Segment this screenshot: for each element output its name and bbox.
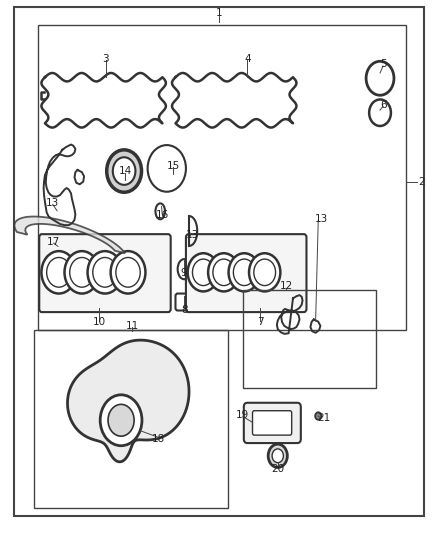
Text: 8: 8 — [181, 305, 187, 315]
Circle shape — [116, 257, 140, 287]
Circle shape — [249, 253, 280, 292]
Polygon shape — [14, 216, 125, 253]
FancyBboxPatch shape — [39, 234, 171, 312]
Text: 21: 21 — [317, 413, 330, 423]
Text: 19: 19 — [237, 410, 250, 420]
Text: 15: 15 — [167, 161, 180, 171]
FancyBboxPatch shape — [244, 403, 301, 443]
Polygon shape — [67, 340, 189, 462]
Text: 4: 4 — [244, 54, 251, 63]
Circle shape — [187, 253, 219, 292]
Text: 10: 10 — [93, 317, 106, 327]
Text: 6: 6 — [380, 100, 386, 110]
Text: 7: 7 — [257, 317, 264, 327]
Circle shape — [229, 253, 260, 292]
Circle shape — [42, 251, 76, 294]
Circle shape — [111, 251, 145, 294]
Bar — [34, 330, 228, 508]
Circle shape — [88, 251, 122, 294]
Text: 1: 1 — [215, 8, 223, 18]
Text: 20: 20 — [271, 464, 284, 474]
Circle shape — [254, 259, 276, 286]
Circle shape — [64, 251, 99, 294]
FancyBboxPatch shape — [253, 411, 292, 435]
Circle shape — [192, 259, 214, 286]
Text: 3: 3 — [102, 54, 109, 63]
Text: 13: 13 — [186, 230, 200, 240]
Circle shape — [233, 259, 255, 286]
Text: 16: 16 — [156, 209, 169, 220]
Circle shape — [108, 405, 134, 436]
Circle shape — [268, 444, 287, 467]
Circle shape — [315, 413, 321, 419]
Circle shape — [70, 257, 94, 287]
Circle shape — [47, 257, 71, 287]
Text: 14: 14 — [119, 166, 132, 176]
Text: 2: 2 — [418, 176, 425, 187]
FancyBboxPatch shape — [186, 234, 307, 312]
Text: 11: 11 — [125, 321, 138, 331]
Circle shape — [93, 257, 117, 287]
Circle shape — [208, 253, 240, 292]
Text: 5: 5 — [380, 59, 386, 69]
Circle shape — [213, 259, 235, 286]
Text: 13: 13 — [314, 214, 328, 224]
Circle shape — [272, 449, 283, 463]
Bar — [243, 290, 376, 389]
Text: 12: 12 — [280, 281, 293, 291]
Circle shape — [113, 157, 135, 185]
Circle shape — [107, 150, 141, 192]
Text: 17: 17 — [47, 237, 60, 247]
Text: 18: 18 — [152, 434, 165, 444]
Circle shape — [100, 395, 142, 446]
Text: 13: 13 — [46, 198, 60, 208]
Text: 9: 9 — [181, 269, 187, 278]
Bar — [39, 25, 406, 330]
